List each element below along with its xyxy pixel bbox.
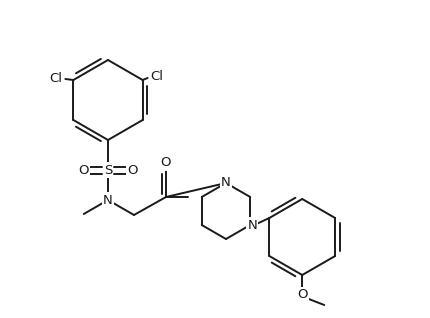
Text: Cl: Cl — [49, 72, 62, 85]
Text: N: N — [103, 193, 113, 206]
Text: Cl: Cl — [150, 70, 163, 82]
Text: O: O — [127, 163, 137, 176]
Text: S: S — [104, 163, 112, 176]
Text: N: N — [247, 218, 257, 232]
Text: O: O — [161, 156, 171, 169]
Text: N: N — [221, 176, 231, 190]
Text: O: O — [79, 163, 89, 176]
Text: O: O — [297, 288, 307, 301]
